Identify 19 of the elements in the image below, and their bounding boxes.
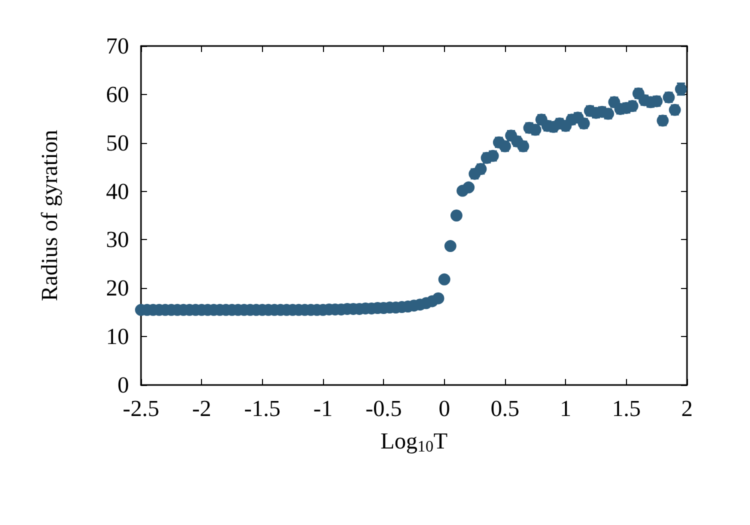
x-tick-label: -2 bbox=[192, 396, 212, 421]
y-axis-title: Radius of gyration bbox=[37, 129, 62, 302]
x-tick-label: -1.5 bbox=[244, 396, 281, 421]
x-tick-label: -1 bbox=[313, 396, 333, 421]
y-tick-label: 30 bbox=[106, 227, 129, 252]
x-tick-label: 1.5 bbox=[612, 396, 641, 421]
y-tick-label: 10 bbox=[106, 324, 129, 350]
y-tick-label: 50 bbox=[106, 130, 129, 156]
y-tick-label: 40 bbox=[106, 178, 129, 204]
x-tick-label: 2 bbox=[681, 396, 693, 421]
x-tick-label: -0.5 bbox=[365, 396, 402, 421]
x-tick-label: 1 bbox=[560, 396, 572, 421]
x-tick-label: 0.5 bbox=[490, 396, 520, 421]
y-tick-label: 70 bbox=[106, 34, 129, 58]
x-tick-label: 0 bbox=[438, 396, 450, 421]
y-tick-label: 60 bbox=[106, 82, 129, 107]
x-tick-label: -2.5 bbox=[122, 396, 160, 421]
y-tick-label: 20 bbox=[106, 276, 129, 301]
y-tick-label: 0 bbox=[118, 372, 129, 398]
